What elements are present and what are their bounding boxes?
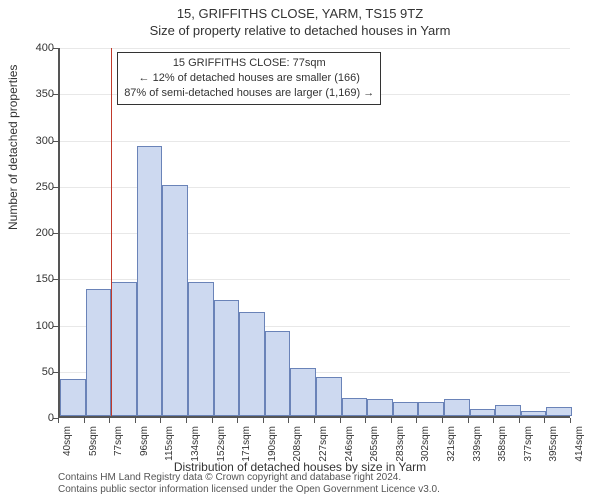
x-tick-mark bbox=[493, 418, 494, 423]
plot-area: 15 GRIFFITHS CLOSE: 77sqm ← 12% of detac… bbox=[58, 48, 570, 418]
y-tick-label: 250 bbox=[36, 181, 54, 193]
x-tick-mark bbox=[288, 418, 289, 423]
y-tick-label: 300 bbox=[36, 135, 54, 147]
x-tick-mark bbox=[365, 418, 366, 423]
histogram-bar bbox=[60, 379, 86, 416]
x-tick-mark bbox=[544, 418, 545, 423]
y-tick-label: 50 bbox=[42, 366, 54, 378]
histogram-bar bbox=[521, 411, 547, 416]
info-box-line1: 15 GRIFFITHS CLOSE: 77sqm bbox=[124, 56, 374, 71]
histogram-bar bbox=[239, 312, 265, 416]
histogram-bar bbox=[290, 368, 316, 416]
y-tick-label: 150 bbox=[36, 273, 54, 285]
histogram-bar bbox=[188, 282, 214, 416]
histogram-bar bbox=[418, 402, 444, 416]
x-tick-mark bbox=[160, 418, 161, 423]
histogram-bar bbox=[162, 185, 188, 416]
footer-line2: Contains public sector information licen… bbox=[58, 484, 440, 496]
histogram-bar bbox=[111, 282, 137, 416]
histogram-bar bbox=[214, 300, 240, 416]
x-tick-mark bbox=[135, 418, 136, 423]
histogram-bar bbox=[265, 331, 291, 416]
histogram-bar bbox=[342, 398, 368, 417]
histogram-bar bbox=[367, 399, 393, 416]
info-box: 15 GRIFFITHS CLOSE: 77sqm ← 12% of detac… bbox=[117, 52, 381, 105]
y-tick-label: 200 bbox=[36, 227, 54, 239]
histogram-bar bbox=[495, 405, 521, 416]
x-tick-mark bbox=[58, 418, 59, 423]
x-tick-mark bbox=[263, 418, 264, 423]
x-tick-mark bbox=[237, 418, 238, 423]
y-tick-label: 0 bbox=[48, 412, 54, 424]
x-tick-mark bbox=[416, 418, 417, 423]
info-box-line3: 87% of semi-detached houses are larger (… bbox=[124, 86, 374, 101]
y-axis-label: Number of detached properties bbox=[6, 65, 20, 230]
histogram-bar bbox=[86, 289, 112, 416]
y-tick-label: 400 bbox=[36, 42, 54, 54]
info-box-line2: ← 12% of detached houses are smaller (16… bbox=[124, 71, 374, 86]
histogram-bar bbox=[393, 402, 419, 416]
x-tick-mark bbox=[340, 418, 341, 423]
x-tick-mark bbox=[109, 418, 110, 423]
x-tick-mark bbox=[84, 418, 85, 423]
x-tick-mark bbox=[468, 418, 469, 423]
x-tick-mark bbox=[519, 418, 520, 423]
x-tick-mark bbox=[212, 418, 213, 423]
histogram-bar bbox=[316, 377, 342, 416]
histogram-bar bbox=[444, 399, 470, 416]
property-marker-line bbox=[111, 48, 112, 416]
histogram-bar bbox=[546, 407, 572, 416]
y-tick-label: 350 bbox=[36, 88, 54, 100]
footer-line1: Contains HM Land Registry data © Crown c… bbox=[58, 472, 440, 484]
chart-title-main: 15, GRIFFITHS CLOSE, YARM, TS15 9TZ bbox=[0, 0, 600, 21]
chart-title-sub: Size of property relative to detached ho… bbox=[0, 21, 600, 38]
x-tick-mark bbox=[186, 418, 187, 423]
x-tick-mark bbox=[442, 418, 443, 423]
histogram-bar bbox=[470, 409, 496, 416]
y-tick-label: 100 bbox=[36, 320, 54, 332]
x-tick-mark bbox=[314, 418, 315, 423]
footer-text: Contains HM Land Registry data © Crown c… bbox=[58, 472, 440, 496]
histogram-bar bbox=[137, 146, 163, 416]
x-tick-mark bbox=[570, 418, 571, 423]
chart-container: 15, GRIFFITHS CLOSE, YARM, TS15 9TZ Size… bbox=[0, 0, 600, 500]
x-tick-mark bbox=[391, 418, 392, 423]
